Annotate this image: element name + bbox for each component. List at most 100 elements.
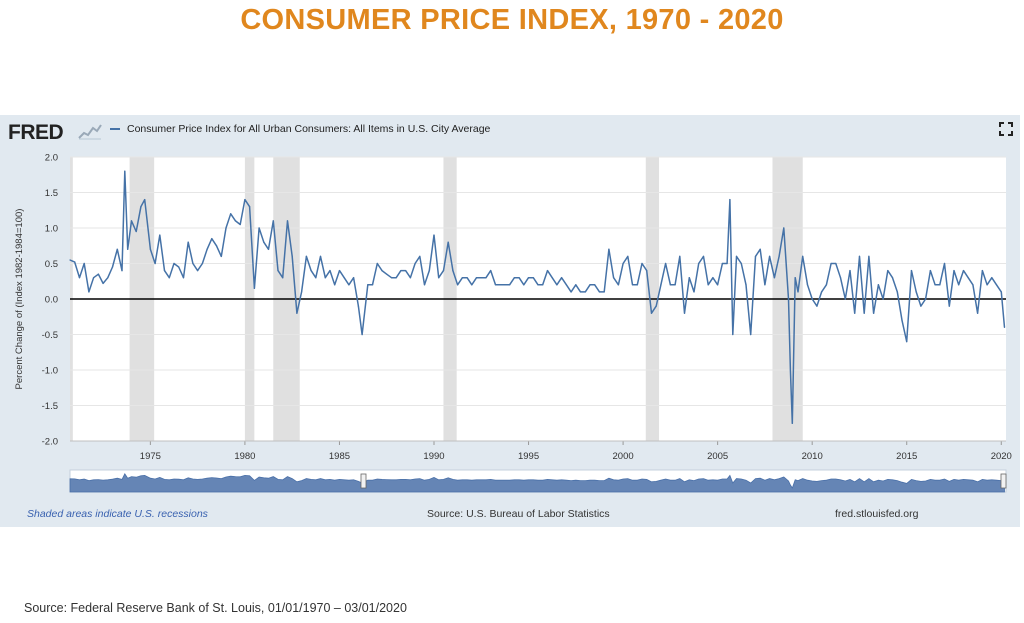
- x-tick-label: 2005: [707, 451, 728, 462]
- data-point: [282, 277, 284, 279]
- data-point: [178, 266, 180, 268]
- data-point: [124, 170, 126, 172]
- data-point: [613, 277, 615, 279]
- data-point: [286, 220, 289, 222]
- data-point: [991, 277, 993, 279]
- x-tick-label: 2000: [613, 451, 634, 462]
- data-point: [140, 206, 142, 208]
- data-point: [981, 270, 983, 272]
- data-point: [197, 270, 199, 272]
- data-point: [452, 270, 454, 272]
- navigator-handle-left[interactable]: [360, 473, 367, 489]
- data-point: [986, 284, 988, 286]
- fred-logo[interactable]: FRED: [8, 121, 64, 144]
- y-tick-label: 0.5: [45, 259, 58, 270]
- data-point: [669, 284, 671, 286]
- data-point: [674, 284, 676, 286]
- data-point: [712, 277, 714, 279]
- data-point: [211, 238, 213, 240]
- data-point: [920, 305, 922, 307]
- data-point: [192, 262, 194, 265]
- data-point: [319, 255, 322, 257]
- data-point: [858, 255, 861, 257]
- data-point: [789, 369, 792, 371]
- data-point: [187, 241, 189, 243]
- data-point: [967, 277, 969, 279]
- data-point: [215, 245, 218, 247]
- data-point: [915, 291, 917, 293]
- data-point: [475, 277, 478, 279]
- fullscreen-icon[interactable]: [999, 122, 1013, 136]
- page-title: CONSUMER PRICE INDEX, 1970 - 2020: [240, 4, 784, 36]
- data-point: [258, 227, 260, 229]
- data-point: [650, 312, 653, 314]
- data-point: [627, 255, 629, 257]
- data-point: [518, 277, 520, 279]
- data-point: [154, 262, 156, 265]
- data-point: [825, 284, 827, 286]
- data-point: [343, 277, 345, 279]
- data-point: [910, 270, 913, 272]
- data-point: [163, 270, 166, 272]
- data-point: [78, 277, 81, 279]
- data-point: [386, 273, 388, 275]
- data-point: [688, 277, 690, 279]
- data-point: [457, 284, 459, 286]
- data-point: [679, 255, 681, 257]
- data-point: [234, 220, 237, 222]
- data-point: [636, 284, 638, 286]
- fred-graph-panel: FRED Consumer Price Index for All Urban …: [0, 115, 1020, 527]
- data-point: [977, 312, 979, 314]
- data-point: [239, 223, 241, 226]
- data-point: [513, 277, 515, 279]
- data-point: [660, 284, 662, 286]
- x-tick-label: 1990: [423, 451, 444, 462]
- data-point: [381, 270, 383, 272]
- data-point: [901, 319, 903, 321]
- data-point: [854, 312, 856, 314]
- data-point: [225, 227, 227, 229]
- recession-note-link[interactable]: Shaded areas indicate U.S. recessions: [27, 508, 208, 520]
- data-point: [485, 277, 487, 279]
- data-point: [504, 284, 506, 286]
- navigator-handle-right[interactable]: [1000, 473, 1007, 489]
- data-point: [220, 255, 222, 257]
- data-point: [93, 277, 95, 279]
- data-point: [877, 284, 879, 286]
- data-point: [631, 284, 634, 286]
- data-point: [622, 262, 624, 265]
- data-point: [348, 284, 350, 286]
- data-point: [821, 291, 823, 293]
- data-point: [943, 262, 946, 265]
- data-point: [598, 291, 601, 293]
- data-point: [995, 284, 998, 286]
- x-tick-label: 2010: [802, 451, 823, 462]
- x-tick-label: 2020: [991, 451, 1012, 462]
- data-point: [499, 284, 501, 286]
- data-point: [69, 259, 71, 261]
- y-tick-label: 2.0: [45, 153, 58, 164]
- data-point: [561, 277, 563, 279]
- data-point: [972, 284, 974, 286]
- data-point: [438, 277, 440, 279]
- data-point: [414, 262, 416, 265]
- data-point: [494, 284, 497, 286]
- data-point: [882, 298, 884, 300]
- data-point: [584, 291, 586, 293]
- data-point: [97, 273, 99, 275]
- navigator-series: [69, 473, 1005, 493]
- data-point: [608, 248, 610, 250]
- data-point: [787, 298, 790, 300]
- data-point: [887, 270, 889, 272]
- fred-url-link[interactable]: fred.stlouisfed.org: [835, 508, 919, 520]
- data-point: [542, 284, 544, 286]
- data-point: [405, 270, 407, 272]
- data-point: [390, 277, 393, 279]
- x-tick-label: 1995: [518, 451, 539, 462]
- cpi-line-chart: 2.0 1.5 1.0 0.5 0.0 -0.5 -1.0 -1.5 -2.0 1975 1980 1…: [14, 153, 1012, 493]
- data-point: [726, 262, 728, 265]
- data-point: [201, 262, 203, 265]
- data-point: [589, 284, 591, 286]
- data-point: [750, 333, 752, 336]
- data-point: [423, 284, 426, 286]
